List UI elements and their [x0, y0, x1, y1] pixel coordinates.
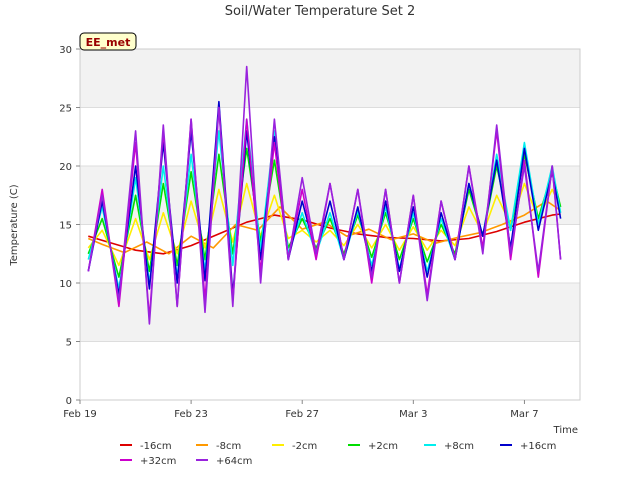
legend-label: +8cm [444, 441, 474, 452]
series-line-+64cm [87, 65, 562, 325]
y-tick-label-30: 30 [59, 45, 72, 56]
y-tick-label-15: 15 [59, 221, 72, 232]
series-lines [87, 65, 562, 325]
legend: -16cm -8cm -2cm +2cm +8cm +16cm +32cm +64cm [120, 441, 556, 467]
legend-item--16cm: -16cm [120, 441, 172, 452]
plot-area: 0 5 10 15 20 25 30 Feb 19 Feb 23 Feb 27 Mar 3 Mar … [59, 45, 581, 420]
x-tick-label-3: Mar 3 [399, 409, 427, 420]
y-tick-label-0: 0 [66, 396, 72, 407]
y-tick-label-20: 20 [59, 162, 72, 173]
x-tick-label-1: Feb 23 [174, 409, 208, 420]
ee-met-badge: EE_met [79, 32, 137, 51]
legend-item--2cm: -2cm [272, 441, 317, 452]
y-axis-label: Temperature (C) [9, 184, 20, 266]
band-5-10 [80, 283, 580, 342]
y-tick-label-10: 10 [59, 279, 72, 290]
legend-label: +16cm [520, 441, 556, 452]
legend-label: +32cm [140, 456, 176, 467]
x-tick-label-0: Feb 19 [63, 409, 97, 420]
legend-item-+8cm: +8cm [424, 441, 474, 452]
legend-label: -8cm [216, 441, 241, 452]
band-25-30 [80, 49, 580, 108]
legend-label: +64cm [216, 456, 252, 467]
legend-item-+2cm: +2cm [348, 441, 398, 452]
x-tick-label-4: Mar 7 [510, 409, 538, 420]
legend-item-+16cm: +16cm [500, 441, 556, 452]
y-tick-label-5: 5 [66, 338, 72, 349]
badge-label: EE_met [86, 36, 131, 49]
y-tick-label-25: 25 [59, 104, 72, 115]
x-axis-ticks: Feb 19 Feb 23 Feb 27 Mar 3 Mar 7 [63, 400, 539, 420]
legend-item--8cm: -8cm [196, 441, 241, 452]
y-axis-ticks: 0 5 10 15 20 25 30 [59, 45, 80, 407]
legend-label: +2cm [368, 441, 398, 452]
legend-item-+64cm: +64cm [196, 456, 252, 467]
legend-item-+32cm: +32cm [120, 456, 176, 467]
series-line--16cm [88, 213, 561, 255]
x-tick-label-2: Feb 27 [285, 409, 319, 420]
chart-title: Soil/Water Temperature Set 2 [225, 4, 416, 19]
legend-label: -2cm [292, 441, 317, 452]
x-axis-label: Time [553, 425, 578, 436]
legend-label: -16cm [140, 441, 172, 452]
